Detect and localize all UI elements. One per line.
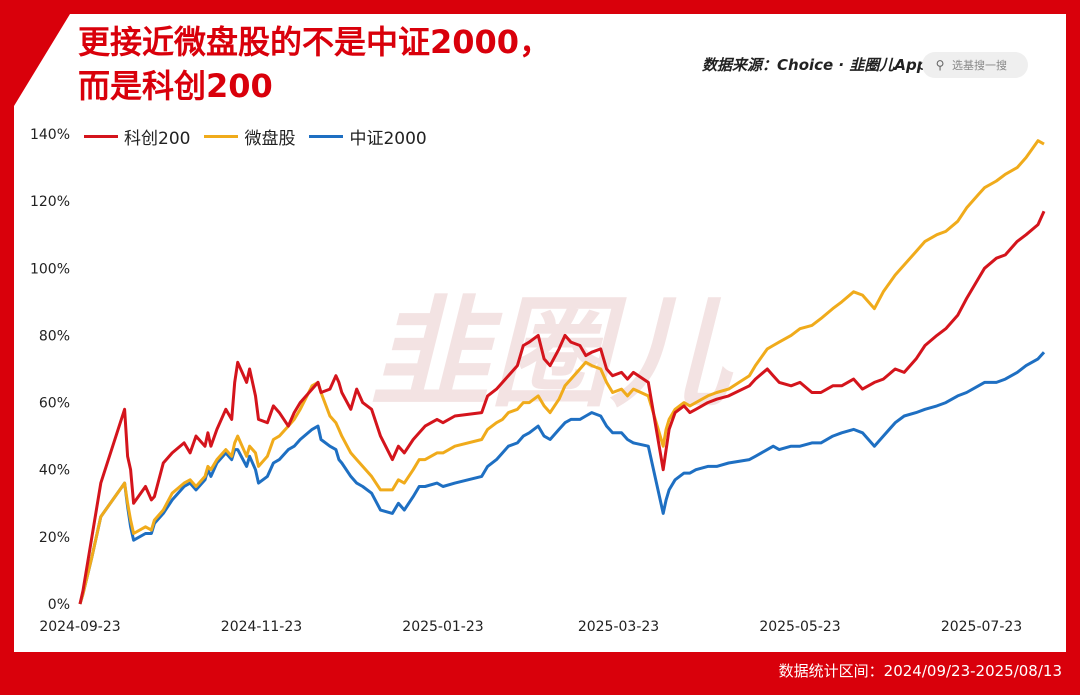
- legend: 科创200 微盘股 中证2000: [84, 124, 427, 149]
- y-tick-label: 80%: [39, 328, 70, 344]
- y-axis: 0% 20% 40% 60% 80% 100% 120% 140%: [30, 127, 70, 613]
- series-line-1: [78, 139, 1045, 605]
- search-icon: ⚲: [935, 58, 945, 72]
- title-line-2: 而是科创200: [78, 67, 273, 105]
- legend-swatch-micro: [204, 135, 239, 138]
- series-line-0: [78, 210, 1046, 605]
- legend-item-csi2000: 中证2000: [309, 124, 427, 149]
- y-tick-label: 60%: [39, 396, 70, 412]
- legend-item-micro: 微盘股: [204, 124, 295, 149]
- legend-label-csi2000: 中证2000: [349, 129, 427, 149]
- source-text: 数据来源：Choice · 韭圈儿App: [702, 56, 928, 74]
- corner-accent: [14, 14, 70, 106]
- y-tick-label: 20%: [39, 530, 70, 546]
- search-box[interactable]: ⚲ 选基搜一搜: [922, 52, 1028, 78]
- series-group: [78, 139, 1046, 605]
- watermark: 韭圈儿: [370, 285, 734, 424]
- legend-item-kechuang: 科创200: [84, 124, 190, 149]
- x-axis: 2024-09-23 2024-11-23 2025-01-23 2025-03-23…: [39, 619, 1022, 635]
- chart-card: [14, 14, 1066, 652]
- x-tick-label: 2025-05-23: [759, 619, 840, 635]
- y-tick-label: 120%: [30, 194, 70, 210]
- legend-label-micro: 微盘股: [244, 129, 296, 149]
- x-tick-label: 2025-03-23: [578, 619, 659, 635]
- x-tick-label: 2025-01-23: [402, 619, 483, 635]
- title-line-1: 更接近微盘股的不是中证2000，: [78, 23, 552, 61]
- legend-swatch-csi2000: [309, 135, 344, 138]
- y-tick-label: 40%: [39, 463, 70, 479]
- y-tick-label: 140%: [30, 127, 70, 143]
- search-placeholder: 选基搜一搜: [952, 59, 1007, 72]
- y-tick-label: 0%: [48, 597, 70, 613]
- legend-label-kechuang: 科创200: [124, 129, 191, 149]
- x-tick-label: 2025-07-23: [941, 619, 1022, 635]
- x-tick-label: 2024-11-23: [221, 619, 302, 635]
- footer-date-range: 数据统计区间：2024/09/23-2025/08/13: [778, 662, 1062, 680]
- page-title: 更接近微盘股的不是中证2000， 而是科创200: [78, 20, 551, 108]
- x-tick-label: 2024-09-23: [39, 619, 120, 635]
- y-tick-label: 100%: [30, 261, 70, 277]
- legend-swatch-kechuang: [84, 135, 118, 138]
- series-line-2: [78, 351, 1046, 605]
